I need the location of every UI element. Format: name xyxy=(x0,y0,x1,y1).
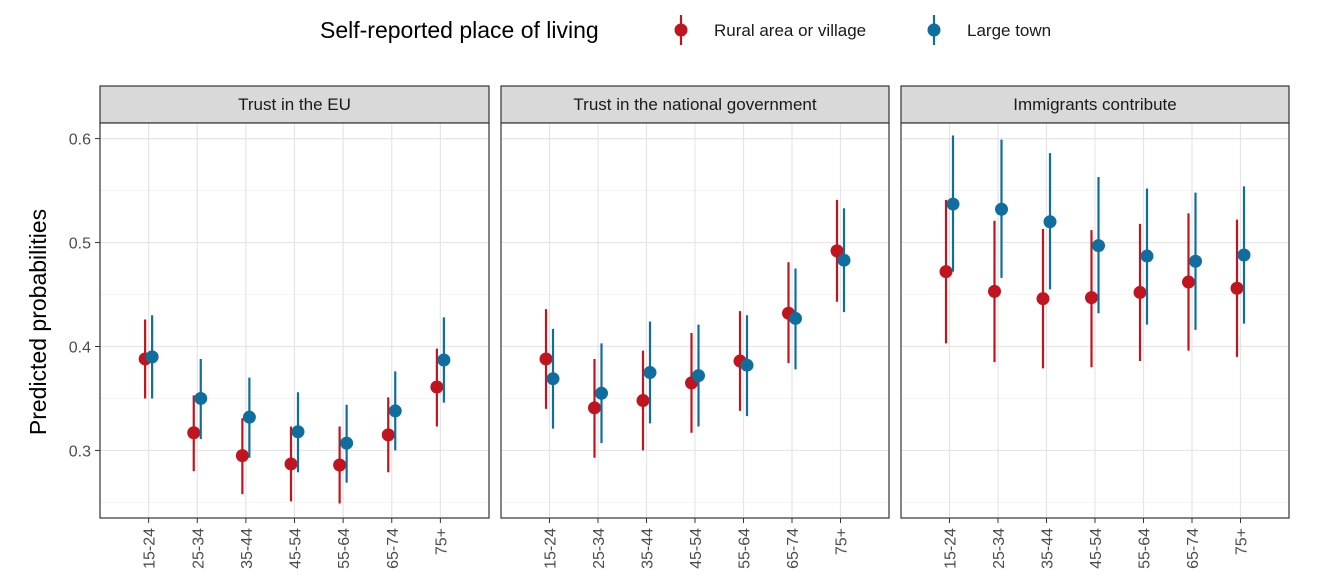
panel-border xyxy=(99,122,490,519)
data-point xyxy=(1133,285,1147,299)
legend: Self-reported place of living Rural area… xyxy=(320,15,1051,45)
data-point xyxy=(340,436,354,450)
x-tick-label: 15-24 xyxy=(543,528,560,569)
x-tick-label: 45-54 xyxy=(688,528,705,569)
legend-entry-label: Large town xyxy=(967,21,1051,40)
data-point xyxy=(588,401,601,415)
panel-border xyxy=(500,122,890,519)
data-point xyxy=(291,425,305,439)
legend-key-point xyxy=(927,23,941,37)
data-point xyxy=(1182,275,1195,289)
data-point xyxy=(692,369,705,383)
x-tick-label: 15-24 xyxy=(943,528,960,569)
panel: Trust in the national government 15-24 25-… xyxy=(500,85,890,569)
x-tick-label: 25-34 xyxy=(190,528,207,569)
data-point xyxy=(643,365,657,379)
x-tick-label: 75+ xyxy=(834,528,851,555)
data-point xyxy=(1189,254,1202,268)
data-point xyxy=(995,202,1008,216)
x-tick-label: 75+ xyxy=(433,528,450,555)
series-large-town xyxy=(946,135,1251,330)
y-tick-label: 0.6 xyxy=(69,132,91,149)
data-point xyxy=(636,394,650,408)
y-tick-label: 0.5 xyxy=(69,236,91,253)
x-tick-label: 55-64 xyxy=(1137,528,1154,569)
legend-key-point xyxy=(674,23,688,37)
series-rural xyxy=(539,199,844,458)
data-point xyxy=(1237,248,1251,262)
data-point xyxy=(1036,292,1050,306)
panel: Immigrants contribute 15-24 25-34 35-44 45-5… xyxy=(900,85,1290,569)
panel-title: Trust in the EU xyxy=(238,95,351,114)
x-tick-label: 35-44 xyxy=(1040,528,1057,569)
legend-title: Self-reported place of living xyxy=(320,17,599,43)
x-tick-label: 65-74 xyxy=(385,528,402,569)
data-point xyxy=(546,372,560,386)
data-point xyxy=(333,458,347,472)
panel-strip xyxy=(500,85,890,124)
panel-strip xyxy=(99,85,490,124)
data-point xyxy=(1043,215,1057,229)
x-tick-label: 45-54 xyxy=(288,528,305,569)
data-point xyxy=(946,197,960,211)
series-large-town xyxy=(546,208,851,444)
x-tick-label: 75+ xyxy=(1234,528,1251,555)
data-point xyxy=(988,284,1001,298)
data-point xyxy=(381,428,395,442)
y-axis-label: Predicted probabilities xyxy=(25,209,51,435)
data-point xyxy=(194,391,208,405)
data-point xyxy=(235,449,249,463)
series-large-town xyxy=(145,315,451,483)
data-point xyxy=(242,410,256,424)
x-tick-label: 45-54 xyxy=(1088,528,1105,569)
data-point xyxy=(740,358,754,372)
data-point xyxy=(1140,249,1154,263)
panels: Trust in the EU 15-24 25-34 35-44 45-54 55-64… xyxy=(69,85,1290,569)
x-tick-label: 35-44 xyxy=(640,528,657,569)
x-tick-label: 55-64 xyxy=(737,528,754,569)
data-point xyxy=(595,386,608,400)
data-point xyxy=(388,404,402,418)
y-tick-label: 0.4 xyxy=(69,339,91,356)
x-tick-label: 25-34 xyxy=(591,528,608,569)
series-rural xyxy=(939,199,1244,369)
x-tick-label: 65-74 xyxy=(1185,528,1202,569)
x-tick-label: 15-24 xyxy=(142,528,159,569)
data-point xyxy=(789,311,802,325)
data-point xyxy=(939,265,953,279)
data-point xyxy=(837,253,851,267)
data-point xyxy=(430,380,444,394)
x-tick-label: 65-74 xyxy=(785,528,802,569)
data-point xyxy=(539,352,553,366)
data-point xyxy=(830,244,844,258)
panel-border xyxy=(900,122,1290,519)
x-tick-label: 25-34 xyxy=(991,528,1008,569)
y-tick-label: 0.3 xyxy=(69,443,91,460)
series-rural xyxy=(138,319,444,504)
x-tick-label: 35-44 xyxy=(239,528,256,569)
data-point xyxy=(1092,239,1105,253)
data-point xyxy=(145,350,159,364)
data-point xyxy=(284,457,298,471)
data-point xyxy=(187,426,201,440)
data-point xyxy=(1085,291,1098,305)
x-tick-label: 55-64 xyxy=(336,528,353,569)
data-point xyxy=(1230,281,1244,295)
legend-entry-label: Rural area or village xyxy=(714,21,866,40)
data-point xyxy=(437,353,451,367)
panel: Trust in the EU 15-24 25-34 35-44 45-54 55-64… xyxy=(69,85,490,569)
panel-title: Trust in the national government xyxy=(573,95,816,114)
panel-title: Immigrants contribute xyxy=(1013,95,1176,114)
